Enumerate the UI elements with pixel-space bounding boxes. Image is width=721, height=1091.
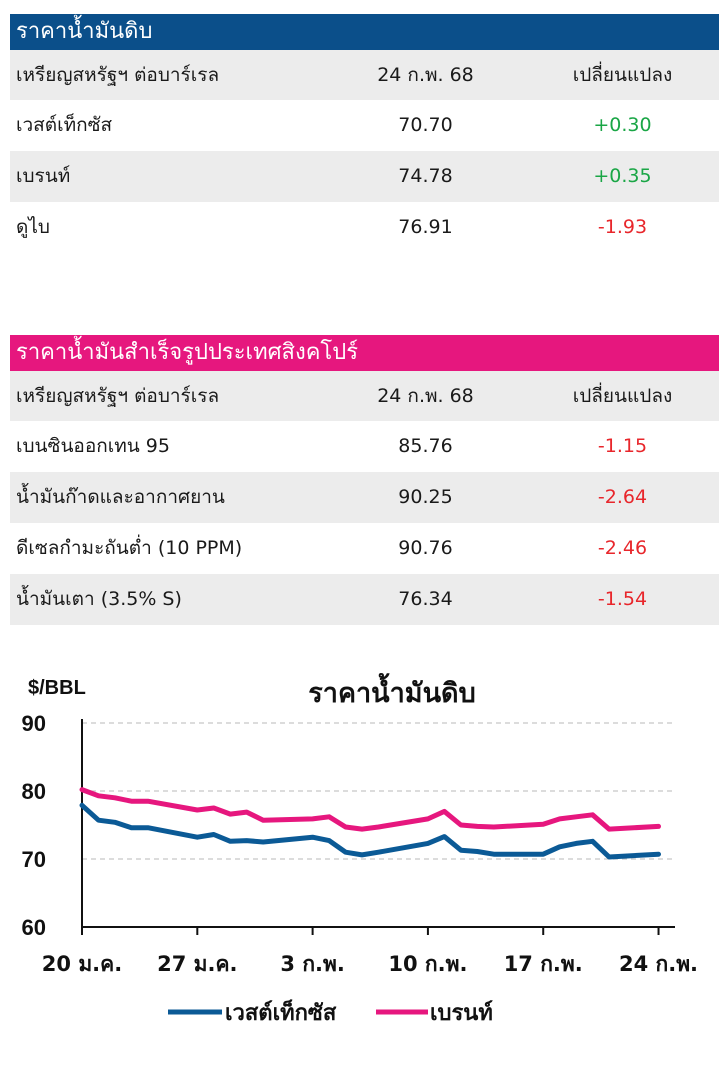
row-price: 74.78 xyxy=(398,165,453,187)
products-column-header: เหรียญสหรัฐฯ ต่อบาร์เรล 24 ก.พ. 68 เปลี่… xyxy=(10,371,719,421)
legend-label-wti: เวสต์เท็กซัส xyxy=(225,998,337,1026)
x-tick-label: 17 ก.พ. xyxy=(504,952,583,976)
row-price: 76.91 xyxy=(398,216,453,238)
x-tick-label: 24 ก.พ. xyxy=(619,952,698,976)
row-name: เบนซินออกเทน 95 xyxy=(16,435,170,457)
x-tick-label: 27 ม.ค. xyxy=(157,952,237,976)
y-tick-label: 80 xyxy=(22,779,46,804)
row-name: น้ำมันก๊าดและอากาศยาน xyxy=(16,486,225,508)
chart-title: ราคาน้ำมันดิบ xyxy=(308,672,475,709)
x-tick-label: 10 ก.พ. xyxy=(388,952,467,976)
table-row: เวสต์เท็กซัส 70.70 +0.30 xyxy=(10,100,719,151)
row-change: -1.93 xyxy=(597,216,648,238)
row-change: +0.35 xyxy=(593,165,652,187)
column-date: 24 ก.พ. 68 xyxy=(377,64,474,86)
legend-label-brent: เบรนท์ xyxy=(430,1000,493,1026)
series-line xyxy=(79,787,661,832)
column-change: เปลี่ยนแปลง xyxy=(572,385,673,407)
row-change: -1.54 xyxy=(597,588,648,610)
crude-oil-price-chart: $/BBL ราคาน้ำมันดิบ 60 70 80 90 20 ม.ค. 27 ม… xyxy=(22,672,699,1026)
legend: เวสต์เท็กซัส เบรนท์ xyxy=(168,998,493,1026)
row-name: ดีเซลกำมะถันต่ำ (10 PPM) xyxy=(16,537,243,559)
gridlines xyxy=(82,722,675,860)
table-row: ดูไบ 76.91 -1.93 xyxy=(10,202,719,253)
column-unit: เหรียญสหรัฐฯ ต่อบาร์เรล xyxy=(16,385,220,407)
row-name: ดูไบ xyxy=(16,216,50,238)
row-price: 76.34 xyxy=(398,588,453,610)
y-tick-labels: 60 70 80 90 xyxy=(22,711,46,940)
series-line xyxy=(79,802,661,860)
y-tick-label: 70 xyxy=(22,847,46,872)
row-change: -1.15 xyxy=(597,435,648,457)
row-change: -2.64 xyxy=(597,486,648,508)
y-axis-label: $/BBL xyxy=(28,677,86,699)
row-change: +0.30 xyxy=(593,114,652,136)
y-tick-label: 60 xyxy=(22,915,46,940)
crude-oil-table: ราคาน้ำมันดิบ เหรียญสหรัฐฯ ต่อบาร์เรล 24… xyxy=(10,14,719,253)
crude-oil-title: ราคาน้ำมันดิบ xyxy=(10,14,719,50)
column-unit: เหรียญสหรัฐฯ ต่อบาร์เรล xyxy=(16,64,220,86)
x-tick-labels: 20 ม.ค. 27 ม.ค. 3 ก.พ. 10 ก.พ. 17 ก.พ. 24 ก.พ… xyxy=(42,952,698,976)
y-tick-label: 90 xyxy=(22,711,46,736)
table-row: น้ำมันเตา (3.5% S) 76.34 -1.54 xyxy=(10,574,719,625)
row-name: เบรนท์ xyxy=(16,165,71,187)
row-price: 90.76 xyxy=(398,537,453,559)
row-name: เวสต์เท็กซัส xyxy=(16,114,113,136)
x-tick-label: 3 ก.พ. xyxy=(280,952,344,976)
row-price: 85.76 xyxy=(398,435,453,457)
refined-products-title: ราคาน้ำมันสำเร็จรูปประเทศสิงคโปร์ xyxy=(10,335,719,371)
table-row: น้ำมันก๊าดและอากาศยาน 90.25 -2.64 xyxy=(10,472,719,523)
table-row: ดีเซลกำมะถันต่ำ (10 PPM) 90.76 -2.46 xyxy=(10,523,719,574)
column-date: 24 ก.พ. 68 xyxy=(377,385,474,407)
row-name: น้ำมันเตา (3.5% S) xyxy=(16,588,182,610)
axes xyxy=(81,719,675,935)
column-change: เปลี่ยนแปลง xyxy=(572,64,673,86)
x-tick-label: 20 ม.ค. xyxy=(42,952,122,976)
row-change: -2.46 xyxy=(597,537,648,559)
row-price: 70.70 xyxy=(398,114,453,136)
table-row: เบนซินออกเทน 95 85.76 -1.15 xyxy=(10,421,719,472)
series-lines xyxy=(79,787,661,860)
crude-column-header: เหรียญสหรัฐฯ ต่อบาร์เรล 24 ก.พ. 68 เปลี่… xyxy=(10,50,719,100)
refined-products-table: ราคาน้ำมันสำเร็จรูปประเทศสิงคโปร์ เหรียญ… xyxy=(10,335,719,625)
table-row: เบรนท์ 74.78 +0.35 xyxy=(10,151,719,202)
row-price: 90.25 xyxy=(398,486,453,508)
